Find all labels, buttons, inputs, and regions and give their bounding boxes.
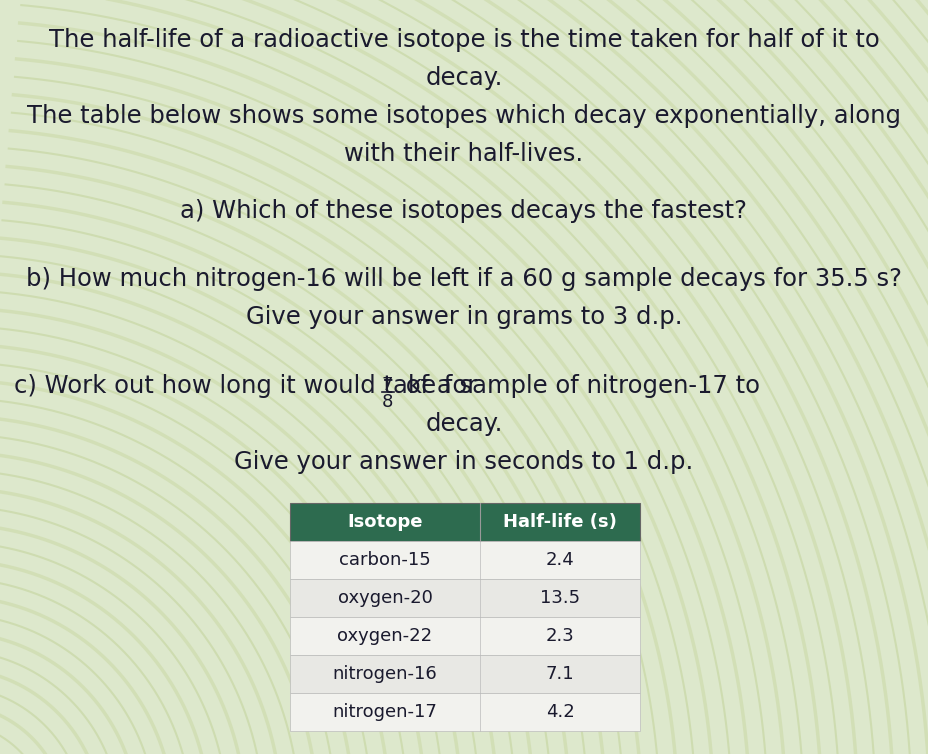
Text: decay.: decay. — [425, 412, 502, 436]
Text: nitrogen-16: nitrogen-16 — [332, 665, 437, 683]
Text: 8: 8 — [381, 393, 393, 411]
FancyBboxPatch shape — [290, 503, 639, 541]
Text: oxygen-22: oxygen-22 — [337, 627, 432, 645]
Text: 13.5: 13.5 — [539, 589, 579, 607]
Text: decay.: decay. — [425, 66, 502, 90]
Text: b) How much nitrogen-16 will be left if a 60 g sample decays for 35.5 s?: b) How much nitrogen-16 will be left if … — [26, 268, 901, 291]
Text: Isotope: Isotope — [347, 513, 422, 531]
Text: 2.3: 2.3 — [545, 627, 574, 645]
FancyBboxPatch shape — [290, 579, 639, 617]
Text: Half-life (s): Half-life (s) — [503, 513, 616, 531]
Text: The table below shows some isotopes which decay exponentially, along: The table below shows some isotopes whic… — [27, 104, 900, 128]
Text: c) Work out how long it would take for: c) Work out how long it would take for — [14, 374, 484, 398]
Text: oxygen-20: oxygen-20 — [337, 589, 432, 607]
Text: 2.4: 2.4 — [545, 551, 574, 569]
Text: Give your answer in grams to 3 d.p.: Give your answer in grams to 3 d.p. — [246, 305, 681, 329]
Text: nitrogen-17: nitrogen-17 — [332, 703, 437, 721]
Text: a) Which of these isotopes decays the fastest?: a) Which of these isotopes decays the fa… — [180, 199, 747, 223]
FancyBboxPatch shape — [290, 617, 639, 655]
Text: Give your answer in seconds to 1 d.p.: Give your answer in seconds to 1 d.p. — [234, 450, 693, 474]
Text: 4.2: 4.2 — [545, 703, 574, 721]
Text: of a sample of nitrogen‑17 to: of a sample of nitrogen‑17 to — [397, 374, 759, 398]
Text: 7: 7 — [381, 375, 393, 394]
Text: The half-life of a radioactive isotope is the time taken for half of it to: The half-life of a radioactive isotope i… — [48, 28, 879, 52]
Text: with their half-lives.: with their half-lives. — [344, 142, 583, 166]
Text: carbon-15: carbon-15 — [339, 551, 431, 569]
Text: 7.1: 7.1 — [545, 665, 574, 683]
FancyBboxPatch shape — [290, 655, 639, 693]
FancyBboxPatch shape — [290, 541, 639, 579]
FancyBboxPatch shape — [290, 693, 639, 731]
